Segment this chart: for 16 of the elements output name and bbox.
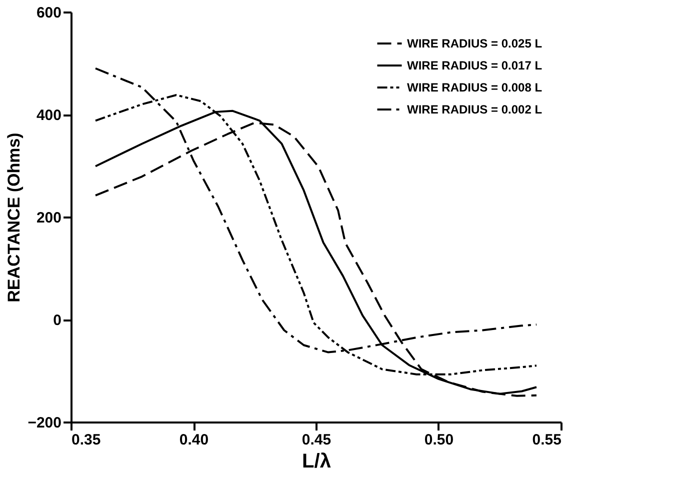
y-tick-label: 400 xyxy=(36,107,62,124)
x-tick-label: 0.35 xyxy=(72,432,101,448)
legend-label: WIRE RADIUS = 0.008 L xyxy=(407,80,542,94)
x-tick-label: 0.55 xyxy=(532,432,562,448)
x-tick-label: 0.45 xyxy=(302,432,332,448)
legend-label: WIRE RADIUS = 0.017 L xyxy=(407,58,542,72)
legend-label: WIRE RADIUS = 0.002 L xyxy=(407,102,542,116)
x-tick-label: 0.40 xyxy=(179,432,209,448)
y-tick-label: 200 xyxy=(36,210,62,226)
x-tick-label: 0.50 xyxy=(424,432,454,448)
y-tick-label: −200 xyxy=(28,414,62,432)
y-tick-label: 600 xyxy=(36,4,62,22)
legend-label: WIRE RADIUS = 0.025 L xyxy=(407,36,542,50)
x-axis-title: L/λ xyxy=(302,450,331,472)
y-tick-label: 0 xyxy=(53,312,62,329)
y-axis-title: REACTANCE (Ohms) xyxy=(4,132,24,302)
